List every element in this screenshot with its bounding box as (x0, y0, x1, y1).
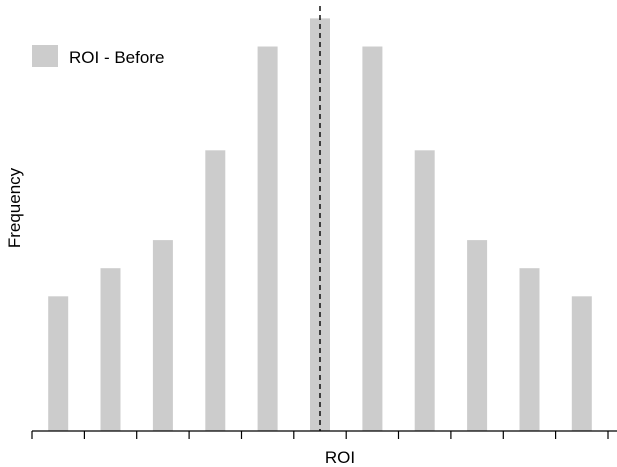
bar-11 (571, 296, 592, 431)
x-axis-title: ROI (325, 448, 355, 467)
legend: ROI - Before (32, 45, 164, 67)
bar-8 (414, 150, 435, 432)
bar-1 (48, 296, 69, 431)
y-axis-title: Frequency (5, 167, 24, 248)
bar-3 (152, 240, 173, 431)
bar-5 (257, 46, 278, 431)
legend-swatch (32, 45, 58, 67)
bars-layer (48, 18, 592, 432)
bar-4 (205, 150, 226, 432)
bar-10 (519, 268, 540, 431)
bar-9 (467, 240, 488, 431)
bar-7 (362, 46, 383, 431)
x-axis-ticks (31, 431, 609, 439)
legend-label: ROI - Before (69, 48, 164, 67)
bar-2 (100, 268, 121, 431)
